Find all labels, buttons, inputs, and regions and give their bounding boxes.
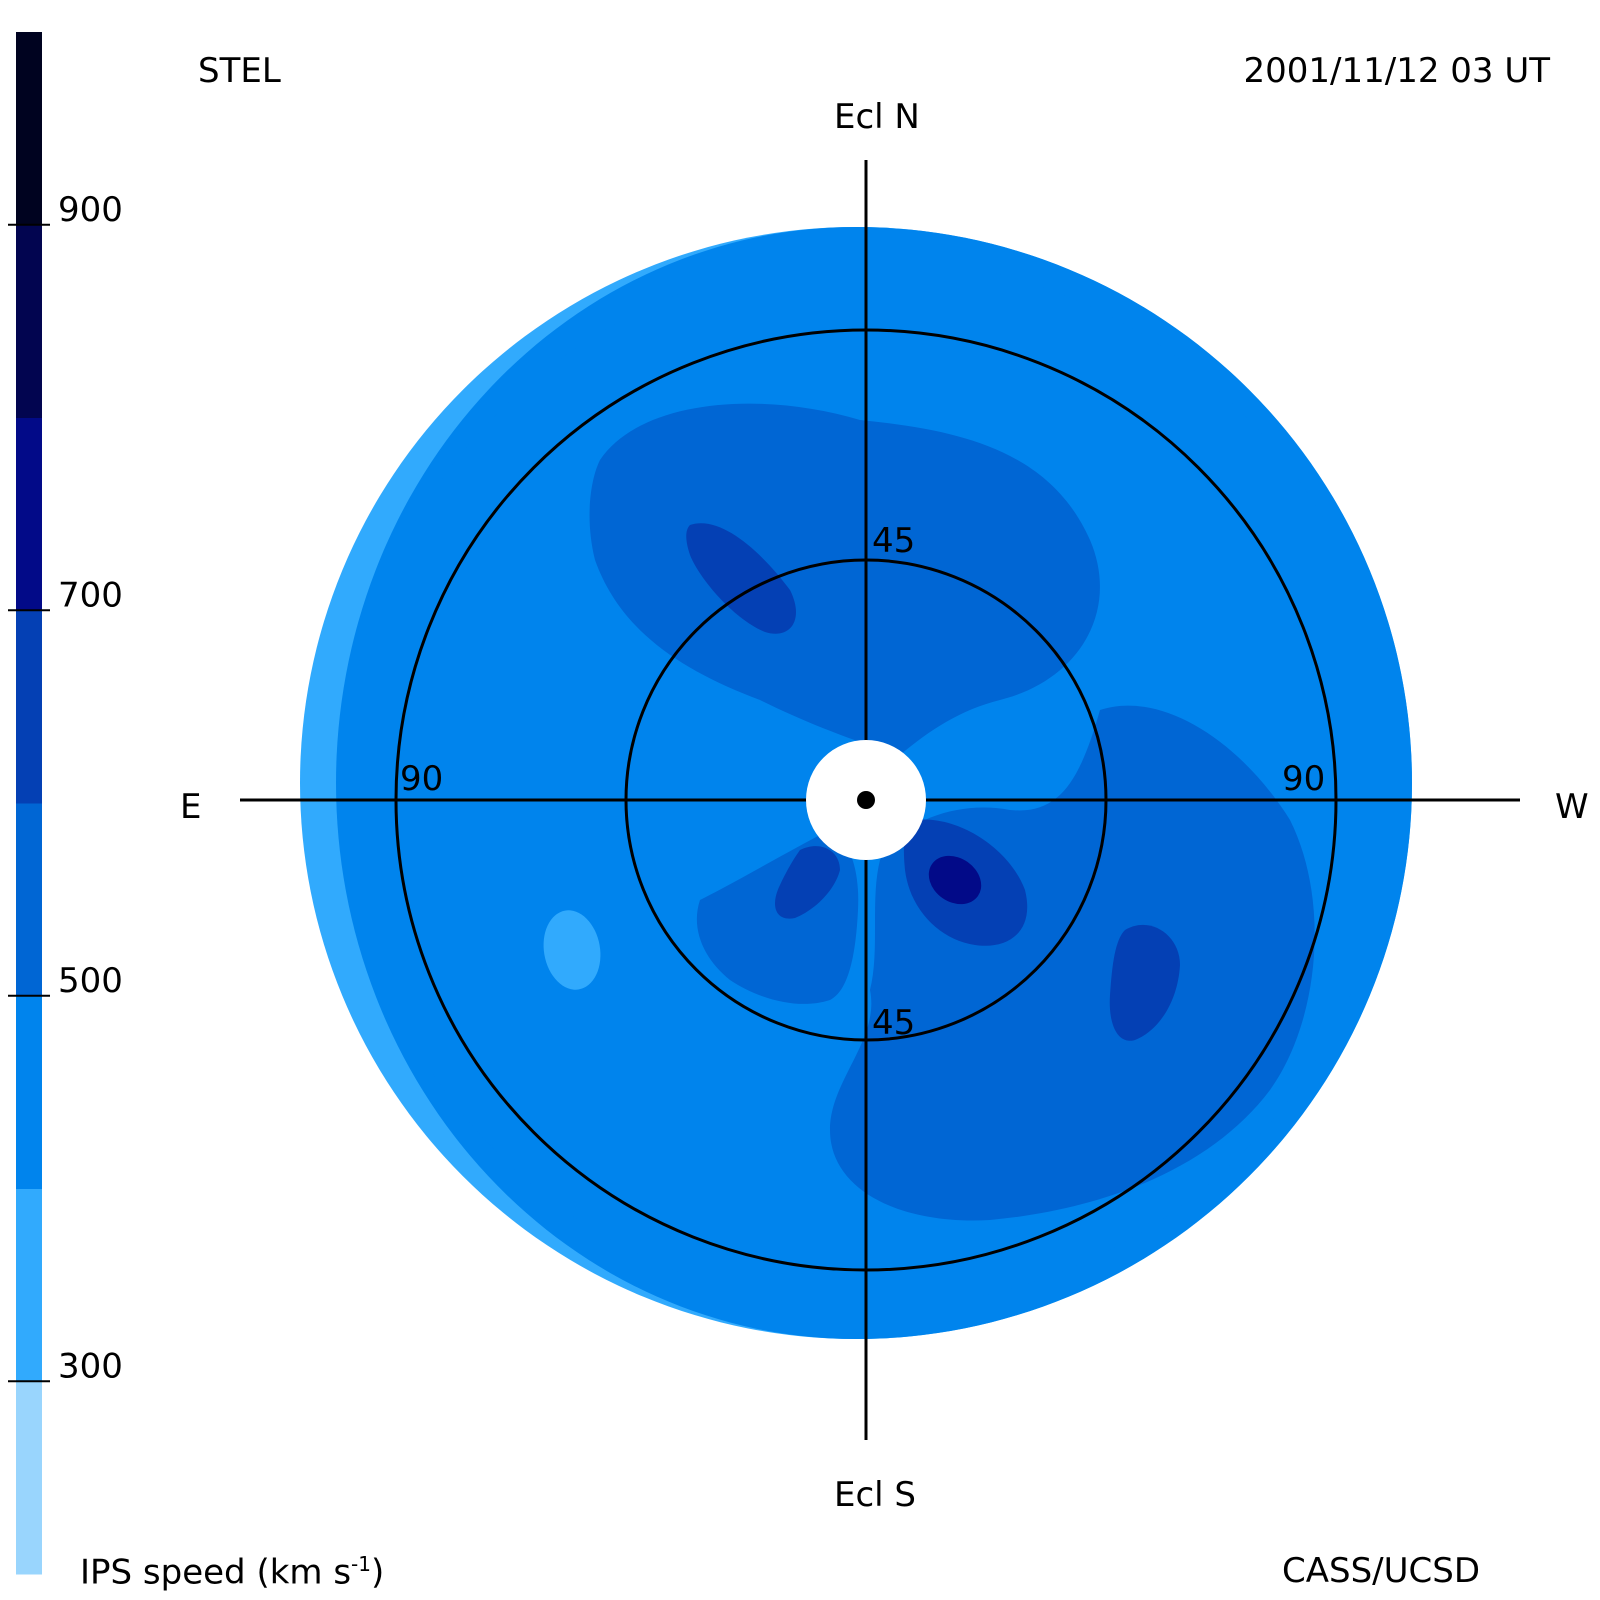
label-90-west: 90 <box>1282 759 1325 799</box>
colorbar-title-text: IPS speed (km s <box>80 1552 352 1593</box>
core-fast-wind <box>928 855 982 905</box>
colorbar-tick-label-500: 500 <box>58 961 123 1001</box>
colorbar-bin-300-400 <box>16 1188 42 1382</box>
label-45-north: 45 <box>872 521 915 561</box>
spot-slow-wind <box>543 910 601 990</box>
sun-marker <box>857 791 875 809</box>
timestamp: 2001/11/12 03 UT <box>1243 51 1551 91</box>
credit-label: CASS/UCSD <box>1282 1551 1481 1591</box>
colorbar-ticks: 300 500 700 900 <box>8 190 123 1386</box>
elongation-labels: 45 45 90 90 <box>400 521 1325 1043</box>
colorbar-tick-label-900: 900 <box>58 190 123 230</box>
colorbar-title: IPS speed (km s-1) <box>80 1554 384 1589</box>
blob-south-east <box>775 846 840 919</box>
blob-far-south-west <box>1109 924 1180 1041</box>
colorbar-bin-200-300 <box>16 1381 42 1575</box>
label-45-south: 45 <box>872 1003 915 1043</box>
colorbar <box>16 32 42 1575</box>
direction-east-label: E <box>180 787 202 827</box>
direction-north-label: Ecl N <box>834 97 920 137</box>
colorbar-tick-label-700: 700 <box>58 575 123 615</box>
colorbar-bin-700-800 <box>16 417 42 611</box>
colorbar-bin-400-500 <box>16 995 42 1189</box>
direction-west-label: W <box>1555 787 1589 827</box>
label-90-east: 90 <box>400 759 443 799</box>
lobe-north-east <box>589 403 1100 755</box>
colorbar-bin-800-900 <box>16 224 42 418</box>
colorbar-title-exponent: -1 <box>351 1552 371 1576</box>
colorbar-bin-900-1000 <box>16 32 42 226</box>
sky-map <box>240 160 1520 1440</box>
colorbar-title-close: ) <box>371 1552 385 1593</box>
colorbar-bin-600-700 <box>16 610 42 804</box>
colorbar-bin-500-600 <box>16 803 42 997</box>
instrument-label: STEL <box>198 51 281 91</box>
blob-north-east <box>686 523 796 634</box>
direction-south-label: Ecl S <box>834 1475 917 1515</box>
colorbar-tick-label-300: 300 <box>58 1346 123 1386</box>
